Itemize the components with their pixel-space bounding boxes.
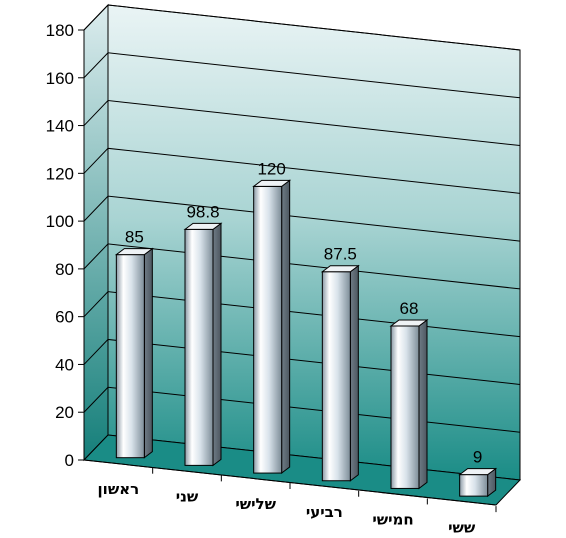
category-label-2: שני (176, 488, 199, 506)
bar-4 (320, 264, 360, 482)
y-tick-label: 180 (46, 21, 74, 40)
data-label-6: 9 (473, 448, 482, 467)
data-label-2: 98.8 (186, 202, 219, 221)
y-tick-label: 80 (55, 260, 74, 279)
data-label-5: 68 (400, 299, 419, 318)
category-label-4: רביעי (306, 503, 343, 521)
gridline (83, 386, 521, 433)
bar-1 (114, 247, 154, 459)
bar-top (252, 179, 292, 187)
bar-side (212, 222, 222, 467)
gridline (83, 4, 521, 51)
bar-top (389, 319, 429, 327)
bar-side (143, 247, 153, 459)
bar-2 (183, 222, 223, 467)
data-label-3: 120 (257, 159, 285, 178)
bar-front (115, 254, 145, 459)
bar-3 (252, 179, 292, 475)
bar-top (114, 248, 154, 256)
side-wall (83, 3, 109, 462)
data-label-4: 87.5 (324, 245, 357, 264)
y-tick-label: 100 (46, 212, 74, 231)
bar-side (281, 179, 291, 475)
bar-front (184, 228, 214, 466)
gridline (83, 243, 521, 290)
bar-side (418, 318, 428, 490)
y-tick-label: 40 (55, 355, 74, 374)
gridline (83, 147, 521, 194)
bars (114, 179, 498, 498)
y-tick-label: 120 (46, 164, 74, 183)
bar-5 (389, 318, 429, 490)
gridline (83, 100, 521, 147)
gridline (83, 195, 521, 242)
y-axis-ticks: 0 20 40 60 80 100 120 140 160 180 (46, 21, 84, 470)
y-tick-label: 140 (46, 117, 74, 136)
bar-front (459, 474, 489, 497)
gridline (83, 291, 521, 338)
x-axis-line (83, 459, 497, 506)
bar-top (183, 222, 223, 230)
bar-front (253, 185, 283, 474)
back-wall (107, 4, 521, 481)
y-tick-label: 0 (65, 451, 74, 470)
category-label-1: ראשון (98, 480, 140, 498)
data-label-1: 85 (125, 228, 144, 247)
axes (83, 30, 497, 506)
bar-top (458, 468, 498, 476)
gridlines (83, 4, 521, 433)
category-label-5: חמישי (372, 511, 413, 529)
bar-front (321, 271, 351, 482)
bar-side (349, 264, 359, 482)
data-labels: 85 98.8 120 87.5 68 9 (125, 159, 483, 466)
bar-front (390, 325, 420, 489)
category-label-6: ששי (448, 518, 476, 536)
bar-6 (458, 467, 498, 498)
gridline (83, 52, 521, 99)
x-axis-labels: ראשון שני שלישי רביעי חמישי ששי (98, 467, 497, 536)
y-tick-label: 60 (55, 308, 74, 327)
y-tick-label: 160 (46, 69, 74, 88)
gridline (83, 338, 521, 385)
y-tick-label: 20 (55, 403, 74, 422)
category-label-3: שלישי (235, 495, 276, 513)
bar-top (320, 265, 360, 273)
